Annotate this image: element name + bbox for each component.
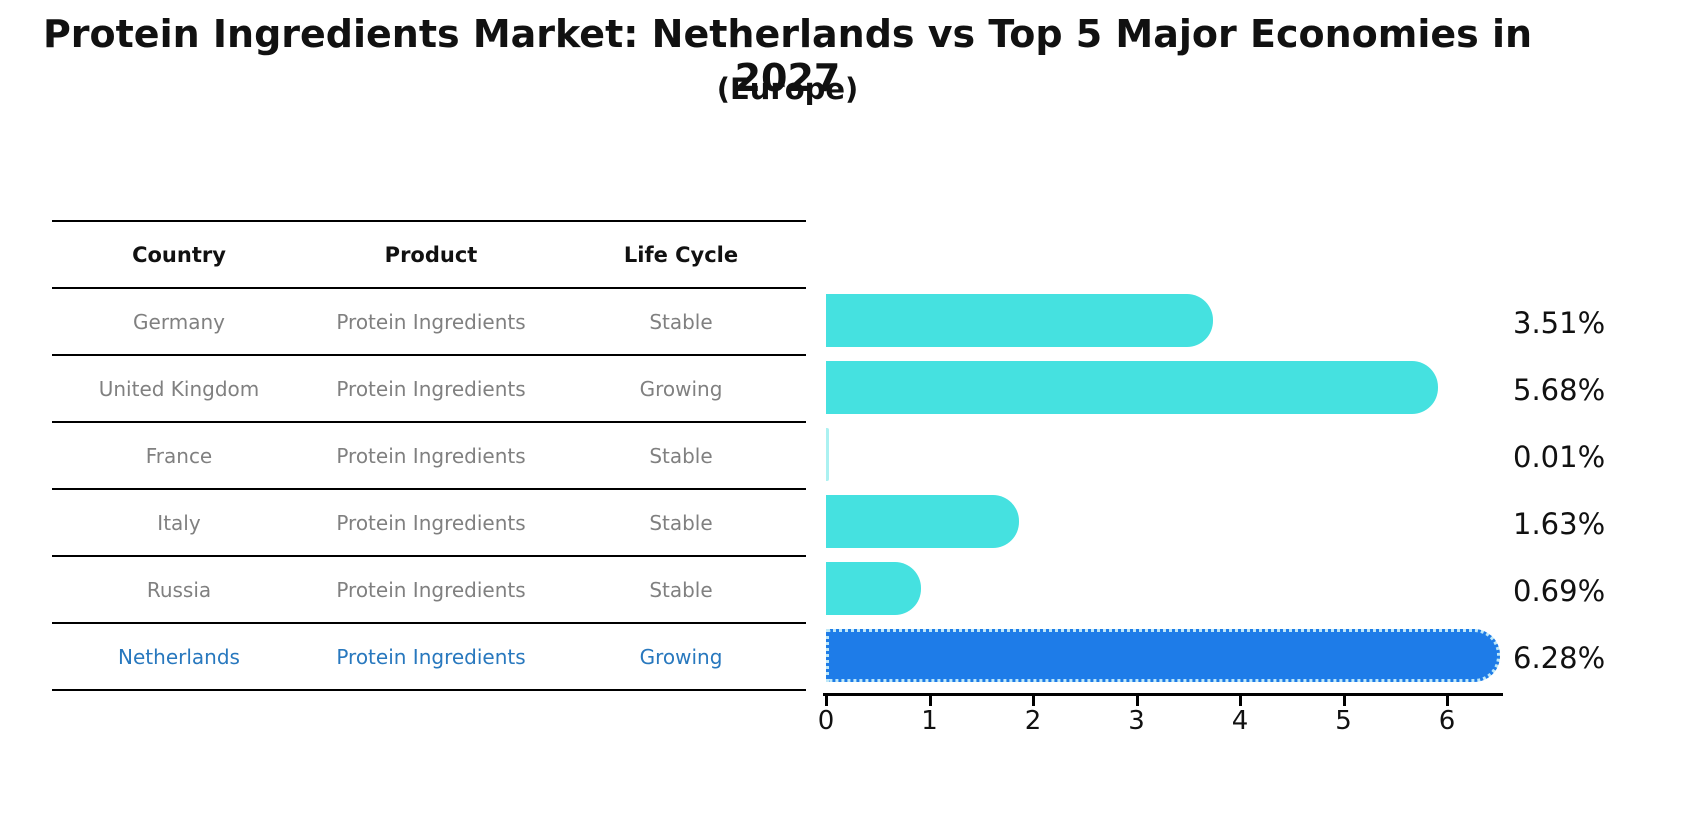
table-row: Russia Protein Ingredients Stable [52,555,806,622]
table-row: Germany Protein Ingredients Stable [52,287,806,354]
x-axis-tickmark [928,694,932,706]
chart-subtitle: (Europe) [716,72,859,106]
bar-value-label: 0.01% [1513,439,1606,474]
cell-product: Protein Ingredients [336,644,526,669]
bar-germany [826,294,1214,347]
cell-product: Protein Ingredients [336,376,526,401]
bar-france [826,428,829,481]
x-axis-tick-label: 1 [921,706,938,736]
cell-product: Protein Ingredients [336,577,526,602]
bar-value-label: 3.51% [1513,305,1606,340]
cell-product: Protein Ingredients [336,443,526,468]
cell-life-cycle: Stable [649,510,713,535]
bar-italy [826,495,1019,548]
bar-value-label: 0.69% [1513,573,1606,608]
table-row: United Kingdom Protein Ingredients Growing [52,354,806,421]
cell-country: United Kingdom [98,376,260,401]
x-axis-tick-label: 6 [1438,706,1456,736]
bar-united-kingdom [826,361,1438,414]
cell-life-cycle: Stable [649,443,713,468]
country-table: Country Product Life Cycle Germany Protei… [52,220,806,691]
table-header-country: Country [132,242,226,267]
x-axis-tickmark [1032,694,1035,706]
bar-value-label: 6.28% [1513,640,1606,675]
table-row: Netherlands Protein Ingredients Growing [52,622,806,689]
cell-country: Russia [146,577,212,602]
cell-life-cycle: Stable [649,577,713,602]
cell-product: Protein Ingredients [336,510,526,535]
x-axis-tickmark [1342,694,1346,706]
x-axis-tick-label: 3 [1128,706,1145,736]
x-axis-tick-label: 5 [1335,706,1352,736]
cell-country: Italy [157,510,201,535]
chart-title: Protein Ingredients Market: Netherlands … [42,12,1533,100]
cell-country: Germany [133,309,225,334]
cell-product: Protein Ingredients [336,309,526,334]
x-axis-tick-label: 0 [817,706,835,736]
bar-value-label: 5.68% [1513,372,1606,407]
cell-country: Netherlands [118,644,240,669]
x-axis-line [823,693,1503,696]
cell-life-cycle: Stable [649,309,713,334]
x-axis-tickmark [1446,694,1449,706]
bar-value-label: 1.63% [1513,506,1606,541]
x-axis-tick-label: 2 [1024,706,1042,736]
cell-life-cycle: Growing [639,376,723,401]
table-body: Germany Protein Ingredients Stable United K… [52,287,806,689]
cell-life-cycle: Growing [639,644,723,669]
x-axis-tickmark [825,694,828,706]
table-header-product: Product [384,242,478,267]
bar-russia [826,562,922,615]
table-header-row: Country Product Life Cycle [52,220,806,287]
bar-netherlands [826,629,1500,682]
table-row: France Protein Ingredients Stable [52,421,806,488]
table-header-life-cycle: Life Cycle [623,242,739,267]
x-axis-tickmark [1239,694,1242,706]
x-axis-tickmark [1135,694,1139,706]
table-row: Italy Protein Ingredients Stable [52,488,806,555]
x-axis-tick-label: 4 [1231,706,1249,736]
cell-country: France [145,443,213,468]
